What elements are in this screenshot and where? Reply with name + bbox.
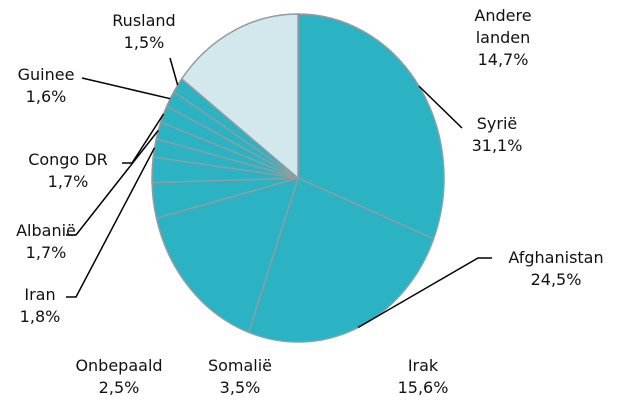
leader-line (418, 85, 463, 129)
slice-name: Somalië (207, 356, 273, 375)
slice-label: Iran 1,8% (0, 284, 95, 328)
leader-line (81, 77, 171, 100)
slice-label: Guinee 1,6% (0, 64, 101, 108)
slice-value: 3,5% (219, 378, 261, 397)
slice-value: 2,5% (98, 378, 140, 397)
leader-line (122, 113, 165, 164)
slice-value: 15,6% (397, 378, 449, 397)
slice-value: 1,8% (19, 307, 61, 326)
slice-label: Andere landen 14,7% (465, 5, 541, 71)
leader-line (357, 257, 492, 329)
slice-name: Guinee (17, 65, 75, 84)
slice-name: Syrië (476, 114, 518, 133)
slice-value: 1,7% (25, 243, 67, 262)
slice-name: Rusland (112, 11, 176, 30)
slice-label: Rusland 1,5% (89, 10, 199, 54)
slice-value: 1,5% (123, 33, 165, 52)
pie-slice (180, 13, 299, 180)
slice-name: Iran (24, 285, 56, 304)
slice-label: Somalië 3,5% (185, 355, 295, 399)
slice-name: Albanië (16, 221, 76, 240)
pie-slice (155, 176, 300, 334)
slice-value: 1,7% (47, 172, 89, 191)
slice-name: Congo DR (28, 150, 108, 169)
slice-label: Afghanistan 24,5% (501, 247, 611, 291)
slice-label: Syrië 31,1% (442, 113, 552, 157)
slice-value: 14,7% (477, 50, 529, 69)
slice-name: Irak (407, 356, 439, 375)
leader-line (66, 129, 159, 236)
pie-slice (247, 176, 435, 343)
slice-value: 24,5% (530, 270, 582, 289)
slice-label: Onbepaald 2,5% (64, 355, 174, 399)
leader-line (169, 57, 179, 86)
slice-name: Andere landen (474, 6, 532, 47)
slice-name: Onbepaald (75, 356, 163, 375)
slice-name: Afghanistan (508, 248, 604, 267)
slice-label: Congo DR 1,7% (13, 149, 123, 193)
slice-value: 1,6% (25, 87, 67, 106)
leader-line (66, 147, 156, 298)
slice-value: 31,1% (471, 136, 523, 155)
slice-label: Albanië 1,7% (0, 220, 101, 264)
slice-label: Irak 15,6% (368, 355, 478, 399)
